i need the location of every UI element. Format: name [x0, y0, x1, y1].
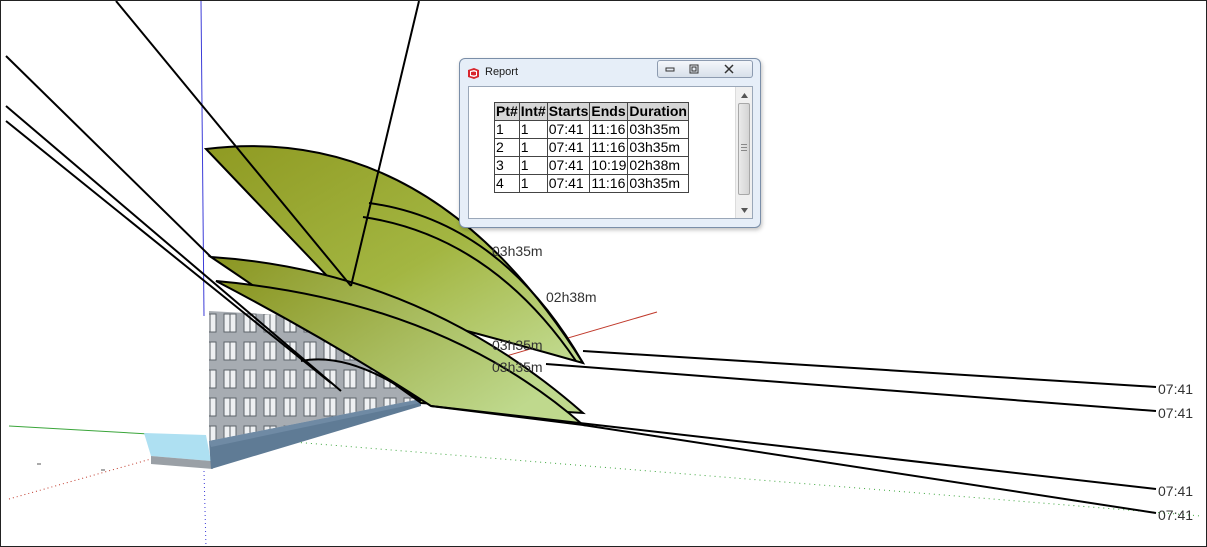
sketchup-icon — [468, 68, 479, 79]
table-cell: 03h35m — [627, 138, 689, 157]
column-header: Pt# — [494, 102, 520, 121]
vertical-scrollbar[interactable] — [735, 87, 752, 218]
sun-ray — [430, 405, 1157, 490]
column-header: Ends — [589, 102, 629, 121]
table-cell: 2 — [494, 138, 520, 157]
sun-ray — [5, 105, 342, 392]
ground-plate — [144, 433, 211, 461]
table-cell: 11:16 — [589, 138, 629, 157]
report-content: Pt# Int# Starts Ends Duration 1 1 07:41 … — [468, 86, 753, 219]
shadow-surface-lower — [215, 280, 587, 427]
sun-ray — [582, 424, 1157, 514]
start-time-label: 07:41 — [1158, 405, 1193, 421]
maximize-button[interactable] — [682, 60, 707, 78]
sun-ray — [115, 1, 352, 287]
table-cell: 07:41 — [546, 156, 591, 175]
column-header: Duration — [627, 102, 689, 121]
table-cell: 07:41 — [546, 174, 591, 193]
duration-label: 03h35m — [492, 243, 543, 259]
table-cell: 03h35m — [627, 120, 689, 139]
sun-ray — [350, 1, 420, 287]
minimize-button[interactable] — [657, 60, 683, 78]
table-header-row: Pt# Int# Starts Ends Duration — [494, 102, 689, 121]
report-titlebar[interactable]: Report — [460, 59, 760, 87]
duration-label: 03h35m — [492, 337, 543, 353]
table-cell: 1 — [494, 120, 520, 139]
column-header: Starts — [546, 102, 591, 121]
close-button[interactable] — [706, 60, 753, 78]
sun-ray — [5, 55, 212, 258]
table-row: 4 1 07:41 11:16 03h35m — [494, 174, 689, 193]
duration-label: 02h38m — [546, 289, 597, 305]
green-axis — [8, 425, 150, 435]
building-facade — [209, 311, 421, 441]
start-time-label: 07:41 — [1158, 507, 1193, 523]
table-cell: 3 — [494, 156, 520, 175]
table-cell: 11:16 — [589, 174, 629, 193]
report-table: Pt# Int# Starts Ends Duration 1 1 07:41 … — [494, 102, 689, 193]
table-row: 1 1 07:41 11:16 03h35m — [494, 120, 689, 139]
table-cell: 07:41 — [546, 138, 591, 157]
scroll-thumb[interactable] — [738, 103, 750, 195]
window-title: Report — [485, 66, 519, 78]
sun-ray — [5, 120, 332, 384]
duration-label: 03h35m — [492, 359, 543, 375]
table-cell: 1 — [518, 138, 548, 157]
table-cell: 1 — [518, 120, 548, 139]
table-cell: 1 — [518, 174, 548, 193]
blue-axis — [200, 1, 205, 317]
ground-plate-edge — [151, 456, 213, 469]
minimize-icon — [665, 67, 675, 72]
table-row: 2 1 07:41 11:16 03h35m — [494, 138, 689, 157]
grip-icon — [741, 144, 747, 151]
close-icon — [724, 64, 734, 74]
building-base — [209, 399, 421, 469]
surface-curve-1 — [368, 202, 584, 364]
table-cell: 10:19 — [589, 156, 629, 175]
surface-curve-3 — [300, 358, 422, 402]
table-cell: 11:16 — [589, 120, 629, 139]
table-cell: 03h35m — [627, 174, 689, 193]
sun-ray — [582, 350, 1157, 388]
table-cell: 07:41 — [546, 120, 591, 139]
start-time-label: 07:41 — [1158, 381, 1193, 397]
scroll-down-button[interactable] — [736, 202, 752, 218]
surface-curve-2 — [362, 216, 577, 362]
scroll-up-icon — [740, 92, 748, 98]
scroll-down-icon — [740, 207, 748, 213]
maximize-icon — [689, 64, 699, 74]
table-cell: 4 — [494, 174, 520, 193]
table-cell: 1 — [518, 156, 548, 175]
building-top-edge — [209, 399, 424, 447]
red-axis — [495, 311, 658, 360]
column-header: Int# — [518, 102, 548, 121]
report-window[interactable]: Report Pt — [459, 58, 761, 228]
red-axis-dotted — [8, 458, 152, 500]
table-row: 3 1 07:41 10:19 02h38m — [494, 156, 689, 175]
scroll-up-button[interactable] — [736, 87, 752, 103]
table-cell: 02h38m — [627, 156, 689, 175]
blue-axis-dotted — [203, 470, 207, 546]
sun-ray — [545, 363, 1157, 412]
start-time-label: 07:41 — [1158, 483, 1193, 499]
